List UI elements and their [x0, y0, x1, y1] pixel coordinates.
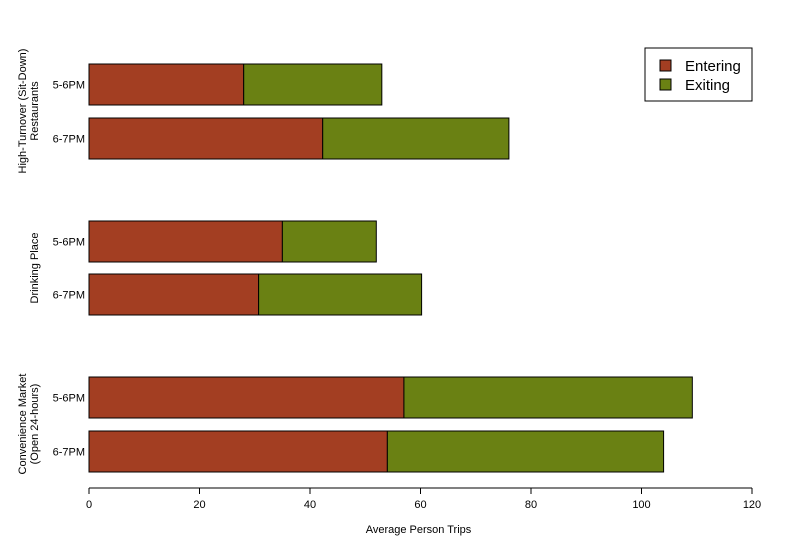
- x-tick-label: 20: [193, 499, 205, 511]
- bar-segment-exiting: [403, 376, 693, 419]
- group-label: High-Turnover (Sit-Down) Restaurants: [17, 49, 41, 174]
- bar-segment-entering: [88, 273, 260, 316]
- group-labels-layer: High-Turnover (Sit-Down) Restaurants Drink…: [17, 49, 41, 475]
- bar-time-label: 5-6PM: [53, 237, 85, 249]
- group-label-line: Restaurants: [29, 81, 41, 141]
- bar-segment-exiting: [258, 273, 423, 316]
- x-ticks: 0 20 40 60 80 100 120: [86, 488, 761, 511]
- legend-swatch-entering: [659, 59, 672, 72]
- bar-segment-entering: [88, 220, 283, 263]
- bar-segment-exiting: [386, 430, 665, 473]
- legend: Entering Exiting: [644, 47, 753, 102]
- legend-swatch-exiting: [659, 78, 672, 91]
- x-axis: 0 20 40 60 80 100 120 Average Person Trips: [86, 487, 761, 536]
- x-tick-label: 100: [632, 499, 650, 511]
- bar-segment-exiting: [243, 63, 383, 106]
- bars-layer: [88, 63, 693, 473]
- bar-segment-entering: [88, 117, 324, 160]
- x-tick-label: 120: [743, 499, 761, 511]
- bar-time-label: 5-6PM: [53, 80, 85, 92]
- bar-time-label: 6-7PM: [53, 134, 85, 146]
- group-label: Convenience Market (Open 24-hours): [17, 374, 41, 475]
- group-label-line: High-Turnover (Sit-Down): [17, 49, 29, 174]
- legend-items: Entering Exiting: [659, 58, 741, 94]
- x-tick-label: 80: [525, 499, 537, 511]
- group-label: Drinking Place: [29, 233, 41, 304]
- group-label-line: Convenience Market: [17, 374, 29, 475]
- bar-segment-entering: [88, 63, 245, 106]
- bar-segment-exiting: [322, 117, 510, 160]
- legend-box: [644, 47, 753, 102]
- x-tick-label: 40: [304, 499, 316, 511]
- group-label-line: Drinking Place: [29, 233, 41, 304]
- legend-label-entering: Entering: [685, 58, 741, 75]
- legend-label-exiting: Exiting: [685, 77, 730, 94]
- bar-time-label: 6-7PM: [53, 290, 85, 302]
- bar-segment-exiting: [281, 220, 377, 263]
- x-tick-label: 60: [414, 499, 426, 511]
- bar-time-label: 5-6PM: [53, 393, 85, 405]
- x-axis-title: Average Person Trips: [366, 524, 472, 536]
- bar-segment-entering: [88, 376, 405, 419]
- group-label-line: (Open 24-hours): [29, 384, 41, 465]
- bar-time-label: 6-7PM: [53, 447, 85, 459]
- bar-labels-layer: 5-6PM 6-7PM 5-6PM 6-7PM 5-6PM 6-7PM: [53, 80, 85, 459]
- bar-segment-entering: [88, 430, 388, 473]
- x-tick-label: 0: [86, 499, 92, 511]
